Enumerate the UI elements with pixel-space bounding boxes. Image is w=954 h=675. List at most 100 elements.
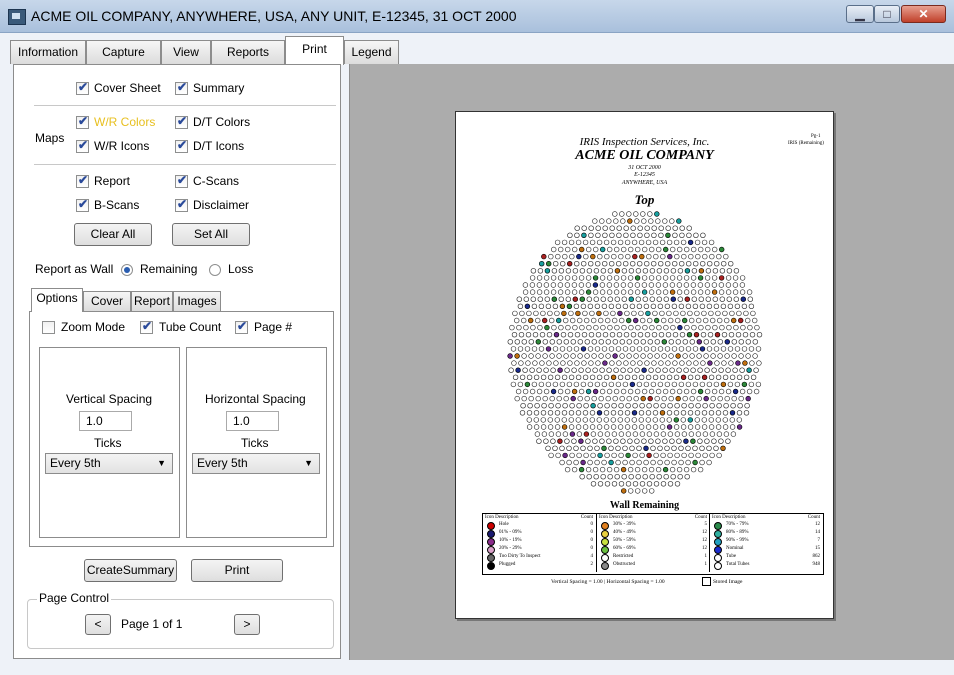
tube-marker bbox=[746, 388, 753, 395]
tube-marker bbox=[558, 296, 565, 302]
tube-marker bbox=[615, 346, 622, 352]
tube-marker bbox=[596, 239, 603, 246]
clear-all-button[interactable]: Clear All bbox=[74, 223, 152, 246]
tube-marker bbox=[644, 360, 650, 366]
report-checkbox[interactable] bbox=[76, 173, 89, 188]
subtab-options[interactable]: Options bbox=[31, 288, 83, 312]
vertical-ticks-select[interactable]: Every 5th ▼ bbox=[45, 453, 173, 474]
tube-marker bbox=[725, 367, 731, 373]
horizontal-spacing-input[interactable]: 1.0 bbox=[226, 411, 279, 431]
tube-marker bbox=[716, 431, 723, 437]
tube-marker bbox=[628, 324, 634, 331]
tube-marker bbox=[587, 260, 594, 267]
disclaimer-checkbox[interactable] bbox=[175, 197, 188, 212]
window-title: ACME OIL COMPANY, ANYWHERE, USA, ANY UNI… bbox=[31, 8, 517, 24]
preview-page[interactable]: IRIS Inspection Services, Inc. ACME OIL … bbox=[455, 111, 834, 619]
tab-capture[interactable]: Capture bbox=[86, 40, 161, 64]
vertical-spacing-input[interactable]: 1.0 bbox=[79, 411, 132, 431]
tube-marker bbox=[583, 452, 589, 459]
loss-radio[interactable] bbox=[209, 264, 221, 276]
tube-marker bbox=[755, 381, 762, 388]
tube-marker bbox=[692, 459, 698, 466]
tube-marker bbox=[602, 360, 608, 366]
tube-marker bbox=[645, 239, 652, 246]
tube-marker bbox=[511, 331, 518, 338]
subtab-report[interactable]: Report bbox=[131, 291, 173, 311]
tube-marker bbox=[731, 353, 737, 359]
tube-marker bbox=[662, 367, 668, 373]
tube-marker bbox=[583, 253, 589, 260]
tube-marker bbox=[717, 353, 723, 359]
tube-marker bbox=[722, 424, 729, 430]
b-scans-checkbox[interactable] bbox=[76, 197, 89, 212]
next-page-button[interactable]: > bbox=[234, 614, 260, 635]
tube-marker bbox=[679, 232, 685, 238]
tab-print[interactable]: Print bbox=[285, 36, 344, 65]
tube-marker bbox=[686, 331, 693, 338]
wr-colors-checkbox[interactable] bbox=[76, 114, 89, 129]
subtab-cover[interactable]: Cover bbox=[83, 291, 131, 311]
close-button[interactable]: ✕ bbox=[901, 5, 946, 23]
tube-marker bbox=[548, 403, 554, 409]
wr-icons-checkbox[interactable] bbox=[76, 138, 89, 153]
print-button[interactable]: Print bbox=[191, 559, 283, 582]
legend-description: 01% - 09% bbox=[499, 530, 522, 535]
minimize-button[interactable]: ▁ bbox=[846, 5, 874, 23]
tube-marker bbox=[510, 381, 517, 388]
tube-marker bbox=[613, 367, 619, 373]
tube-marker bbox=[564, 466, 571, 473]
zoom-mode-checkbox[interactable] bbox=[42, 321, 55, 334]
subtab-images[interactable]: Images bbox=[173, 291, 221, 311]
tube-marker bbox=[587, 346, 594, 352]
previous-page-button[interactable]: < bbox=[85, 614, 111, 635]
tube-marker bbox=[725, 282, 732, 288]
horizontal-ticks-select[interactable]: Every 5th ▼ bbox=[192, 453, 320, 474]
tube-marker bbox=[693, 232, 699, 238]
tube-marker bbox=[697, 289, 704, 295]
tube-marker bbox=[697, 367, 703, 373]
tube-marker bbox=[538, 303, 545, 310]
legend-header-count: Count bbox=[694, 515, 707, 520]
tube-marker bbox=[588, 331, 595, 338]
tube-marker bbox=[545, 260, 552, 267]
tube-marker bbox=[618, 481, 625, 487]
tube-marker bbox=[680, 310, 686, 317]
tube-marker bbox=[573, 445, 579, 452]
create-summary-button[interactable]: CreateSummary bbox=[84, 559, 177, 582]
cover-sheet-checkbox[interactable] bbox=[76, 80, 89, 95]
tube-marker bbox=[585, 246, 592, 253]
tab-reports[interactable]: Reports bbox=[211, 40, 285, 64]
dt-icons-checkbox[interactable] bbox=[175, 138, 188, 153]
page-number-checkbox[interactable] bbox=[235, 319, 248, 334]
tube-marker bbox=[606, 275, 613, 281]
tube-marker bbox=[561, 424, 568, 430]
tube-marker bbox=[568, 374, 575, 381]
tube-marker bbox=[581, 225, 587, 231]
tube-marker bbox=[708, 417, 715, 423]
tube-marker bbox=[578, 388, 585, 395]
legend-header: Icon Description bbox=[485, 515, 519, 520]
tab-information[interactable]: Information bbox=[10, 40, 86, 64]
set-all-button[interactable]: Set All bbox=[172, 223, 250, 246]
tube-marker bbox=[701, 310, 707, 317]
tab-legend[interactable]: Legend bbox=[344, 40, 399, 64]
maximize-button[interactable]: □ bbox=[874, 5, 900, 23]
tube-marker bbox=[628, 246, 634, 253]
summary-checkbox[interactable] bbox=[175, 80, 188, 95]
tube-marker bbox=[653, 403, 659, 409]
tube-count-checkbox[interactable] bbox=[140, 319, 153, 334]
tube-marker bbox=[616, 225, 622, 231]
tube-marker bbox=[667, 253, 673, 260]
tube-marker bbox=[572, 324, 578, 331]
dt-colors-checkbox[interactable] bbox=[175, 114, 188, 129]
remaining-radio[interactable] bbox=[121, 264, 133, 276]
tube-marker bbox=[710, 317, 716, 324]
c-scans-checkbox[interactable] bbox=[175, 173, 188, 188]
tube-marker bbox=[694, 239, 701, 246]
tube-marker bbox=[752, 353, 758, 359]
tube-marker bbox=[631, 310, 637, 317]
tab-view[interactable]: View bbox=[161, 40, 211, 64]
tube-marker bbox=[666, 417, 673, 423]
tube-marker bbox=[618, 403, 624, 409]
tube-marker bbox=[701, 417, 708, 423]
